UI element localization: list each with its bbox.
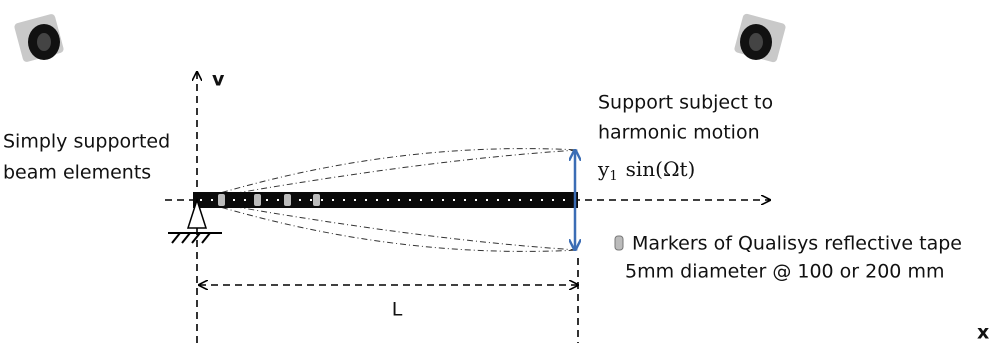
x-label: x (977, 322, 989, 343)
marker-label: Markers of Qualisys reflective tape (632, 233, 962, 255)
motion-formula: y1 sin(Ωt) (597, 157, 695, 184)
support-label: harmonic motion (598, 122, 760, 144)
length-label: L (392, 299, 403, 321)
diagram: v x L Simply supported beam elements Sup… (0, 0, 993, 343)
camera-right (734, 13, 787, 63)
formula-subscript: 1 (609, 169, 617, 184)
formula-rest: sin(Ωt) (626, 157, 696, 181)
ground-hatch (172, 233, 210, 243)
v-label: v (212, 69, 225, 91)
support-label: Support subject to (598, 92, 773, 114)
beam-label: Simply supported (3, 131, 170, 153)
marker-icon (615, 236, 623, 250)
camera-left (14, 13, 65, 63)
formula-base: y (597, 157, 610, 181)
marker-label: 5mm diameter @ 100 or 200 mm (625, 261, 944, 283)
beam-label: beam elements (3, 162, 151, 184)
